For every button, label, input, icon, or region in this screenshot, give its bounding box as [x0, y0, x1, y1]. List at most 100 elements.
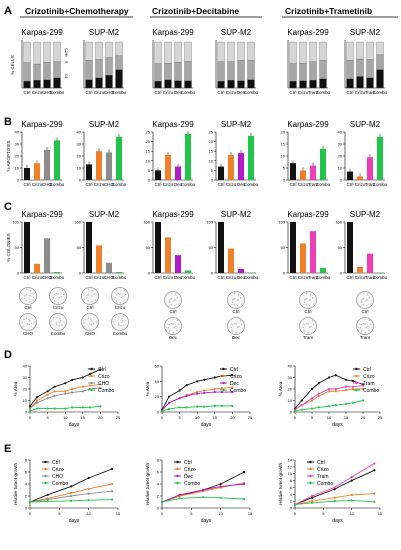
tick-label: Ctrl: [347, 275, 354, 280]
x-tick-label: 10: [349, 511, 354, 516]
panel-letter-a: A: [4, 5, 12, 17]
colony-dot: [87, 317, 90, 319]
y-tick-label: 50: [15, 245, 20, 250]
chart-title: Karpas-299: [152, 28, 194, 37]
tick-label: CHO: [42, 182, 52, 187]
data-point: [344, 385, 348, 388]
chart-title: SUP-M2: [89, 28, 120, 37]
tick-label: Combo: [316, 275, 331, 280]
chart-title: SUP-M2: [350, 120, 381, 129]
stack-G2/M: [85, 41, 93, 61]
y-tick-label: 0: [25, 410, 28, 415]
y-tick-label: 10: [146, 158, 151, 163]
stack-G1: [105, 74, 113, 89]
x-tick-label: 15: [344, 415, 349, 420]
bar-crizo: [357, 266, 363, 273]
y-tick-label: 50: [209, 245, 214, 250]
x-label: days: [69, 518, 80, 524]
data-point: [111, 498, 114, 501]
colony-dot: [52, 296, 54, 299]
bar-crizo: [228, 248, 234, 273]
data-point: [46, 500, 49, 503]
stack-S: [356, 58, 364, 77]
y-tick-label: 0: [157, 410, 160, 415]
colony-dot: [305, 292, 308, 294]
y-tick-label: 10: [15, 166, 20, 171]
bar-ctrl: [24, 222, 30, 273]
tick-label: CHO: [42, 275, 52, 280]
colony-dot: [87, 288, 90, 290]
data-point: [361, 387, 365, 391]
colony-dot: [231, 301, 234, 303]
colony-dot: [170, 322, 172, 325]
data-point: [373, 492, 376, 495]
data-point: [69, 494, 73, 498]
stack-G1: [115, 69, 123, 89]
y-tick-label: 50: [281, 245, 286, 250]
stack-G1: [217, 80, 225, 89]
data-point: [373, 500, 376, 503]
colony-dot: [239, 319, 242, 322]
data-point: [310, 496, 314, 499]
colony-dot: [230, 326, 232, 329]
data-point: [64, 390, 67, 393]
y-label: % Area: [145, 381, 150, 396]
colony-dot: [22, 326, 24, 328]
chart-title: SUP-M2: [221, 210, 252, 219]
legend-marker: [44, 474, 47, 478]
y-tick-label: 0: [79, 178, 82, 183]
data-point: [196, 405, 199, 408]
data-point: [220, 387, 223, 390]
y-tick-label: 60: [155, 364, 160, 369]
colony-dot: [167, 326, 169, 329]
data-point: [310, 397, 314, 400]
colony-dot: [369, 303, 372, 305]
data-point: [46, 393, 49, 396]
legend-marker: [222, 367, 225, 371]
colony-dot: [370, 323, 372, 326]
y-tick-label: 0: [290, 506, 293, 511]
legend-marker: [222, 381, 225, 385]
data-point: [327, 387, 331, 391]
y-tick-label: 10: [281, 154, 286, 159]
data-point: [373, 462, 376, 465]
tick-label: Crizo: [163, 90, 174, 95]
stack-S: [85, 60, 93, 80]
colony-dot: [93, 293, 96, 295]
colony-dot: [238, 325, 240, 328]
colony-dot: [366, 293, 369, 296]
chart-title: Karpas-299: [287, 120, 329, 129]
tick-label: Combo: [181, 90, 196, 95]
plate-label: Ctrl: [25, 305, 32, 310]
bar-ctrl: [86, 222, 92, 273]
x-tick-label: 0: [161, 415, 164, 420]
data-point: [28, 500, 32, 504]
data-point: [300, 404, 303, 407]
legend-marker: [90, 388, 93, 392]
legend-marker: [309, 460, 312, 464]
bar-combo: [377, 136, 383, 180]
stack-G2/M: [376, 41, 384, 56]
data-point: [167, 401, 171, 404]
y-tick-label: 12: [288, 464, 293, 469]
bar-tram: [310, 231, 316, 273]
side-label: G2/M: [64, 48, 68, 57]
tick-label: Combo: [50, 275, 65, 280]
legend-marker: [309, 474, 312, 478]
colony-dot: [87, 293, 90, 296]
stack-G1: [299, 80, 307, 89]
data-point: [196, 390, 199, 394]
x-tick-label: 20: [361, 415, 366, 420]
chart-title: SUP-M2: [221, 28, 252, 37]
legend-label: Combo: [230, 388, 246, 394]
y-tick-label: 100: [206, 220, 213, 225]
legend-label: Crizo: [363, 374, 375, 380]
colony-plate: [81, 313, 99, 331]
data-point: [46, 407, 49, 410]
colony-plate: [227, 291, 245, 309]
data-point: [178, 389, 181, 392]
